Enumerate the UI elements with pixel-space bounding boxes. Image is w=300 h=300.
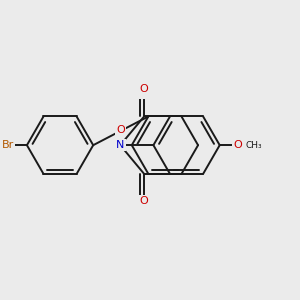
Text: O: O xyxy=(234,140,242,150)
Text: O: O xyxy=(116,125,125,135)
Text: O: O xyxy=(140,85,148,94)
Text: Br: Br xyxy=(2,140,14,150)
Text: CH₃: CH₃ xyxy=(245,141,262,150)
Text: O: O xyxy=(140,196,148,206)
Text: N: N xyxy=(116,140,124,150)
